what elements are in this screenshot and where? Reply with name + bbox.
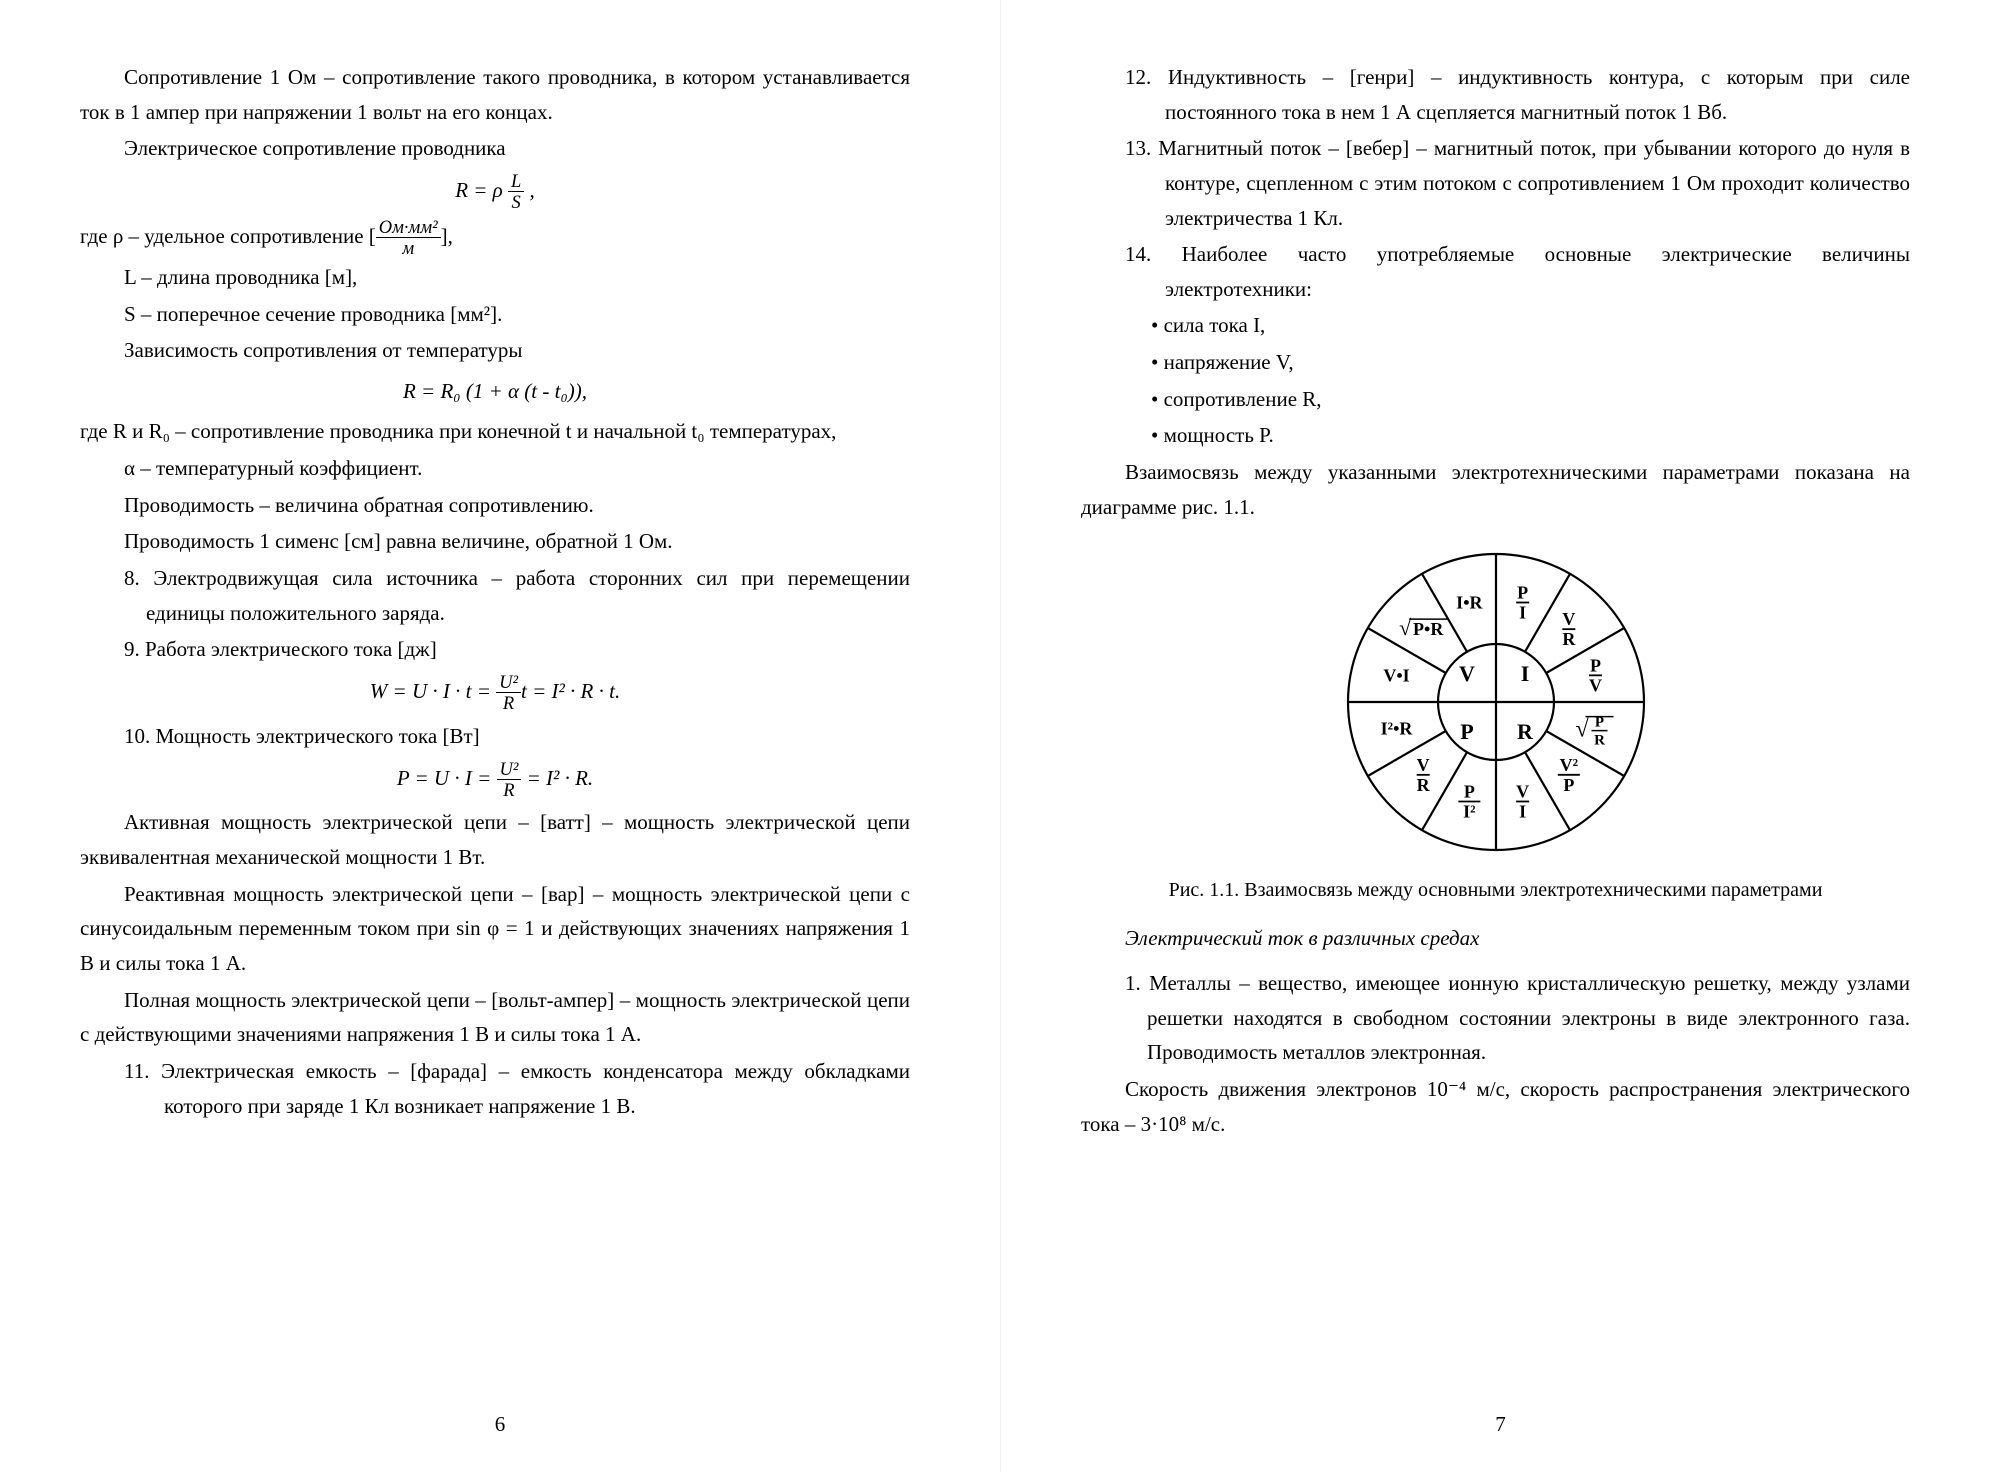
svg-text:R: R — [1594, 733, 1605, 749]
bullet-item: • сопротивление R, — [1081, 382, 1910, 417]
list-item: 11. Электрическая емкость – [фарада] – е… — [80, 1054, 910, 1123]
section-heading: Электрический ток в различных средах — [1081, 921, 1910, 956]
svg-text:P: P — [1517, 583, 1528, 603]
list-item: 1. Металлы – вещество, имеющее ионную кр… — [1081, 966, 1910, 1070]
paragraph: L – длина проводника [м], — [80, 260, 910, 295]
paragraph: Электрическое сопротивление проводника — [80, 131, 910, 166]
svg-text:R: R — [1562, 629, 1576, 649]
paragraph: Проводимость 1 сименс [см] равна величин… — [80, 524, 910, 559]
paragraph: где R и R₀ – сопротивление проводника пр… — [80, 414, 910, 449]
bullet-item: • мощность P. — [1081, 418, 1910, 453]
paragraph: S – поперечное сечение проводника [мм²]. — [80, 297, 910, 332]
svg-text:V²: V² — [1559, 755, 1577, 775]
formula-resistance: R = ρ LS , — [80, 172, 910, 212]
svg-text:V: V — [1459, 661, 1475, 686]
bullet-item: • сила тока I, — [1081, 308, 1910, 343]
svg-text:P: P — [1594, 715, 1603, 731]
svg-text:P: P — [1460, 719, 1473, 744]
formula-work: W = U · I · t = U²Rt = I² · R · t. — [80, 673, 910, 713]
paragraph: где ρ – удельное сопротивление [Ом·мм²м]… — [80, 218, 910, 258]
paragraph: Полная мощность электрической цепи – [во… — [80, 983, 910, 1052]
paragraph: Взаимосвязь между указанными электротехн… — [1081, 455, 1910, 524]
svg-text:I: I — [1519, 802, 1526, 822]
svg-text:P: P — [1463, 782, 1474, 802]
list-item: 13. Магнитный поток – [вебер] – магнитны… — [1081, 131, 1910, 235]
figure-caption: Рис. 1.1. Взаимосвязь между основными эл… — [1081, 874, 1910, 907]
svg-text:V: V — [1416, 755, 1429, 775]
paragraph: Сопротивление 1 Ом – сопротивление таког… — [80, 60, 910, 129]
bullet-item: • напряжение V, — [1081, 345, 1910, 380]
svg-text:P: P — [1563, 775, 1574, 795]
paragraph: Активная мощность электрической цепи – [… — [80, 805, 910, 874]
svg-text:P: P — [1589, 656, 1600, 676]
svg-text:I²•R: I²•R — [1380, 719, 1413, 739]
list-item: 12. Индуктивность – [генри] – индуктивно… — [1081, 60, 1910, 129]
paragraph: Зависимость сопротивления от температуры — [80, 333, 910, 368]
svg-text:V: V — [1516, 782, 1529, 802]
svg-text:I: I — [1520, 661, 1529, 686]
svg-text:√: √ — [1575, 717, 1589, 743]
svg-text:I: I — [1519, 603, 1526, 623]
page-number: 6 — [0, 1407, 1000, 1442]
svg-text:V•I: V•I — [1383, 666, 1409, 686]
paragraph: Проводимость – величина обратная сопроти… — [80, 488, 910, 523]
svg-text:I²: I² — [1463, 802, 1475, 822]
svg-text:V: V — [1562, 609, 1575, 629]
svg-text:V: V — [1588, 676, 1601, 696]
list-item: 9. Работа электрического тока [дж] — [80, 632, 910, 667]
svg-text:P•R: P•R — [1413, 619, 1444, 639]
list-item: 14. Наиболее часто употребляемые основны… — [1081, 237, 1910, 306]
page-number: 7 — [1001, 1407, 2000, 1442]
svg-text:R: R — [1416, 775, 1430, 795]
list-item: 8. Электродвижущая сила источника – рабо… — [80, 561, 910, 630]
page-right: 12. Индуктивность – [генри] – индуктивно… — [1000, 0, 2000, 1472]
svg-text:R: R — [1517, 719, 1534, 744]
list-item: 10. Мощность электрического тока [Вт] — [80, 719, 910, 754]
page-left: Сопротивление 1 Ом – сопротивление таког… — [0, 0, 1000, 1472]
wheel-diagram: VIPRPIVRPV√PRV²PVIPI²VRI²•RV•I√P•RI•R — [1336, 542, 1656, 862]
paragraph: α – температурный коэффициент. — [80, 451, 910, 486]
formula-power: P = U · I = U²R = I² · R. — [80, 760, 910, 800]
paragraph: Скорость движения электронов 10⁻⁴ м/с, с… — [1081, 1072, 1910, 1141]
svg-text:I•R: I•R — [1456, 593, 1483, 613]
formula-temp: R = R₀ (1 + α (t - t₀)), — [80, 374, 910, 409]
paragraph: Реактивная мощность электрической цепи –… — [80, 877, 910, 981]
